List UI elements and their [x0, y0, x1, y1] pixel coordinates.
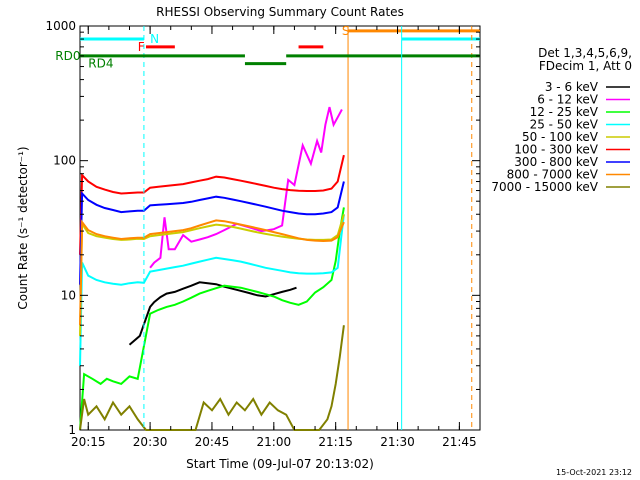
legend-label: 12 - 25 keV	[530, 105, 599, 119]
legend-label: 100 - 300 keV	[514, 143, 598, 157]
flag-label: RD4	[88, 57, 113, 71]
legend-header-2: FDecim 1, Att 0	[539, 59, 632, 73]
x-tick-label: 20:45	[195, 435, 230, 449]
flag-label: S	[342, 24, 350, 38]
x-tick-label: 21:45	[442, 435, 477, 449]
legend-label: 3 - 6 keV	[545, 80, 599, 94]
series-line-7	[79, 219, 345, 326]
timestamp: 15-Oct-2021 23:12	[556, 468, 632, 477]
x-tick-label: 21:30	[380, 435, 415, 449]
x-tick-label: 20:30	[133, 435, 168, 449]
legend-label: 50 - 100 keV	[522, 130, 599, 144]
y-tick-label: 1000	[45, 19, 76, 33]
x-tick-label: 20:15	[71, 435, 106, 449]
series-line-6	[79, 181, 345, 285]
flag-label: N	[150, 32, 159, 46]
y-tick-label: 10	[61, 288, 76, 302]
legend-label: 25 - 50 keV	[530, 118, 599, 132]
series-line-3	[79, 214, 345, 366]
legend: Det 1,3,4,5,6,9, FDecim 1, Att 0 3 - 6 k…	[491, 46, 632, 194]
series-line-2	[79, 207, 345, 431]
chart-title: RHESSI Observing Summary Count Rates	[156, 5, 404, 19]
y-axis-label: Count Rate (s⁻¹ detector⁻¹)	[16, 146, 30, 309]
series-line-8	[79, 325, 345, 431]
x-tick-label: 21:00	[257, 435, 292, 449]
x-axis-label: Start Time (09-Jul-07 20:13:02)	[186, 457, 374, 471]
series-line-5	[79, 154, 345, 255]
flag-label: RD0	[55, 49, 80, 63]
series-line-1	[149, 106, 343, 269]
flag-label: F	[138, 40, 145, 54]
legend-label: 300 - 800 keV	[514, 155, 598, 169]
x-tick-label: 21:15	[318, 435, 353, 449]
legend-label: 7000 - 15000 keV	[491, 180, 598, 194]
y-tick-label: 1	[68, 423, 76, 437]
y-tick-label: 100	[53, 154, 76, 168]
legend-label: 6 - 12 keV	[537, 93, 599, 107]
legend-label: 800 - 7000 keV	[507, 168, 599, 182]
legend-header-1: Det 1,3,4,5,6,9,	[538, 46, 632, 60]
